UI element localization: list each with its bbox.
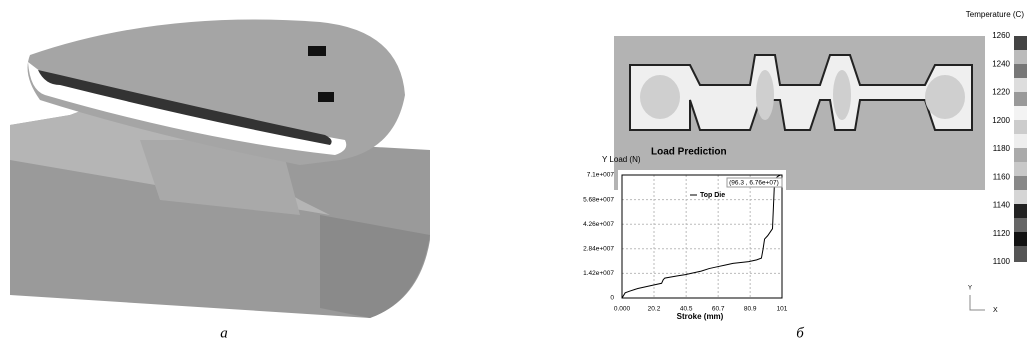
x-tick-label: 60.7 — [712, 306, 725, 313]
x-tick-label: 40.5 — [680, 306, 693, 313]
colorbar — [1014, 36, 1027, 262]
panel-label: а — [220, 325, 228, 341]
colorbar-tick-label: 1260 — [992, 31, 1010, 40]
render-3d — [10, 19, 430, 318]
colorbar-tick-label: 1200 — [992, 116, 1010, 125]
axis-triad — [970, 295, 985, 310]
x-axis-label: Stroke (mm) — [677, 312, 724, 321]
zone — [756, 70, 774, 120]
chart-title: Load Prediction — [651, 147, 727, 158]
colorbar-tick-label: 1240 — [992, 59, 1010, 68]
panel-label: б — [796, 325, 804, 341]
annotation: (96.3 , 6.76e+07) — [729, 180, 779, 187]
y-tick-label: 2.84e+007 — [583, 246, 614, 253]
x-tick-label: 0.000 — [614, 306, 631, 313]
y-tick-label: 7.1e+007 — [587, 172, 615, 179]
colorbar-tick-label: 1180 — [993, 144, 1011, 153]
colorbar-tick-label: 1160 — [993, 172, 1011, 181]
colorbar-tick-label: 1120 — [993, 229, 1011, 238]
dark-spot — [308, 46, 326, 56]
zone — [833, 70, 851, 120]
colorbar-tick-label: 1100 — [993, 257, 1011, 266]
x-tick-label: 20.2 — [648, 306, 661, 313]
y-tick-label: 4.26e+007 — [583, 221, 614, 228]
x-tick-label: 80.9 — [744, 306, 757, 313]
simulation — [614, 36, 985, 190]
zone — [640, 75, 680, 119]
axis-y: Y — [968, 286, 972, 292]
colorbar-title: Temperature (C) — [966, 10, 1025, 19]
colorbar-tick-label: 1220 — [992, 88, 1010, 97]
legend-label: Top Die — [700, 192, 725, 199]
zone — [925, 75, 965, 119]
y-tick-label: 1.42e+007 — [583, 270, 614, 277]
figure: Temperature (C) Load Prediction Y Load (… — [0, 0, 1027, 344]
y-axis-label: Y Load (N) — [602, 155, 641, 164]
y-tick-label: 0 — [610, 295, 614, 302]
dark-spot — [318, 92, 334, 102]
x-tick-label: 101 — [777, 306, 788, 313]
y-tick-label: 5.68e+007 — [583, 196, 614, 203]
colorbar-tick-label: 1140 — [993, 201, 1011, 210]
axis-x: X — [993, 307, 998, 314]
chart-background — [618, 170, 786, 302]
